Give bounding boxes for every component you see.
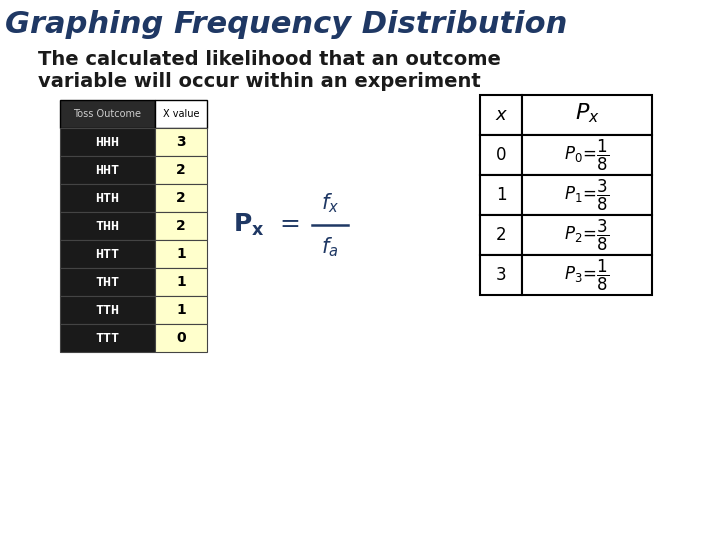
Bar xyxy=(155,296,207,324)
Text: HHH: HHH xyxy=(96,136,120,148)
Bar xyxy=(60,156,155,184)
Bar xyxy=(480,95,522,135)
Bar xyxy=(522,255,652,295)
Text: The calculated likelihood that an outcome: The calculated likelihood that an outcom… xyxy=(38,50,501,69)
Text: THT: THT xyxy=(96,275,120,288)
Text: 2: 2 xyxy=(495,226,506,244)
Text: 0: 0 xyxy=(176,331,186,345)
Bar xyxy=(155,184,207,212)
Text: 2: 2 xyxy=(176,163,186,177)
Text: X value: X value xyxy=(163,109,199,119)
Text: 3: 3 xyxy=(176,135,186,149)
Bar xyxy=(155,156,207,184)
Text: HHT: HHT xyxy=(96,164,120,177)
Text: $P_2\!=\!\dfrac{3}{8}$: $P_2\!=\!\dfrac{3}{8}$ xyxy=(564,218,610,253)
Text: Toss Outcome: Toss Outcome xyxy=(73,109,142,119)
Text: $P_0\!=\!\dfrac{1}{8}$: $P_0\!=\!\dfrac{1}{8}$ xyxy=(564,137,610,173)
Bar xyxy=(60,212,155,240)
Bar xyxy=(60,240,155,268)
Text: x: x xyxy=(495,106,506,124)
Bar xyxy=(522,175,652,215)
Text: $f_x$: $f_x$ xyxy=(321,191,339,215)
Text: Graphing Frequency Distribution: Graphing Frequency Distribution xyxy=(5,10,567,39)
Text: $P_3\!=\!\dfrac{1}{8}$: $P_3\!=\!\dfrac{1}{8}$ xyxy=(564,258,610,293)
Text: $\mathbf{P_x}$  =: $\mathbf{P_x}$ = xyxy=(233,212,310,238)
Text: 0: 0 xyxy=(496,146,506,164)
Bar xyxy=(155,100,207,128)
Text: $f_a$: $f_a$ xyxy=(321,235,338,259)
Text: 3: 3 xyxy=(495,266,506,284)
Text: HTT: HTT xyxy=(96,247,120,260)
Bar xyxy=(480,175,522,215)
Text: $P_1\!=\!\dfrac{3}{8}$: $P_1\!=\!\dfrac{3}{8}$ xyxy=(564,178,610,213)
Bar xyxy=(155,212,207,240)
Bar xyxy=(60,296,155,324)
Text: HTH: HTH xyxy=(96,192,120,205)
Text: variable will occur within an experiment: variable will occur within an experiment xyxy=(38,72,481,91)
Bar xyxy=(60,100,155,128)
Text: 1: 1 xyxy=(176,275,186,289)
Bar xyxy=(60,184,155,212)
Bar xyxy=(480,255,522,295)
Text: THH: THH xyxy=(96,219,120,233)
Bar xyxy=(522,135,652,175)
Text: 2: 2 xyxy=(176,191,186,205)
Bar xyxy=(60,324,155,352)
Bar xyxy=(60,268,155,296)
Text: 2: 2 xyxy=(176,219,186,233)
Bar xyxy=(60,128,155,156)
Bar xyxy=(480,135,522,175)
Text: $P_x$: $P_x$ xyxy=(575,101,599,125)
Text: TTH: TTH xyxy=(96,303,120,316)
Text: TTT: TTT xyxy=(96,332,120,345)
Bar xyxy=(155,128,207,156)
Bar xyxy=(480,215,522,255)
Text: 1: 1 xyxy=(176,303,186,317)
Bar xyxy=(522,215,652,255)
Bar xyxy=(155,240,207,268)
Text: 1: 1 xyxy=(176,247,186,261)
Text: 1: 1 xyxy=(495,186,506,204)
Bar xyxy=(155,268,207,296)
Bar xyxy=(522,95,652,135)
Bar xyxy=(155,324,207,352)
